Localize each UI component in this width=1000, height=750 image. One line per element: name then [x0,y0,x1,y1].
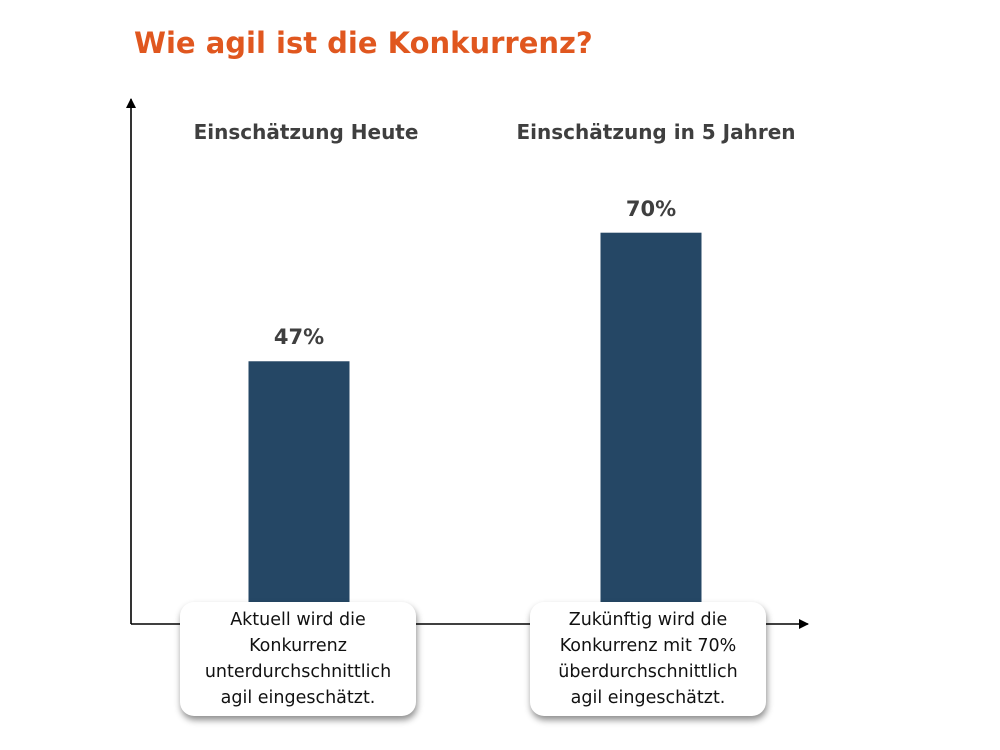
bar-in-5-jahren [600,232,702,624]
value-label: 70% [625,196,677,221]
callout-line: Konkurrenz mit 70% [559,636,737,656]
callout-line: Zukünftig wird die [568,610,728,630]
callout-today: Aktuell wird die Konkurrenz unterdurchsc… [180,602,416,716]
page-title: Wie agil ist die Konkurrenz? [134,26,593,60]
callout-line: unterdurchschnittlich [204,662,392,682]
callout-line: agil eingeschätzt. [220,688,376,708]
callout-line: agil eingeschätzt. [570,688,726,708]
callout-line: Konkurrenz [249,636,347,656]
value-label: 47% [273,325,325,350]
bar-heute [248,361,350,624]
callout-line: überdurchschnittlich [558,662,738,682]
callout-future: Zukünftig wird die Konkurrenz mit 70% üb… [530,602,766,716]
callout-line: Aktuell wird die [230,610,366,630]
category-label: Einschätzung Heute [193,120,419,144]
category-label: Einschätzung in 5 Jahren [516,120,796,144]
